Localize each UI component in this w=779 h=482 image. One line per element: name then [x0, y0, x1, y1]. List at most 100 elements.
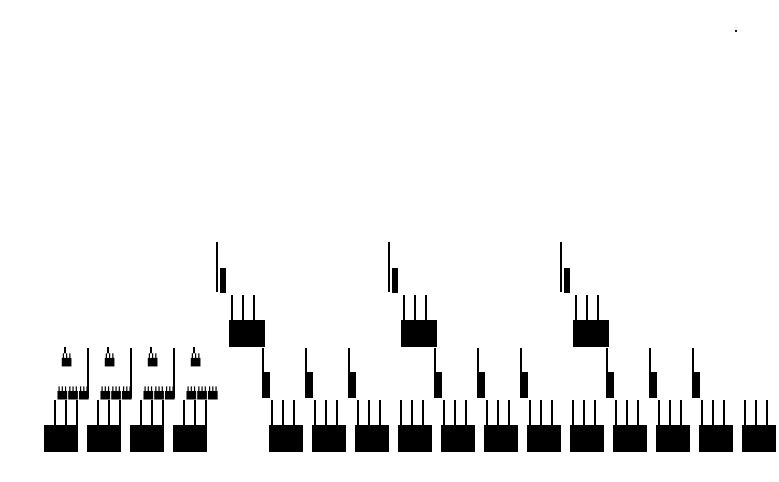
branch-spike: [692, 348, 694, 398]
leaf-spike: [104, 386, 106, 393]
branch-spike: [282, 400, 284, 425]
branch-spike: [560, 242, 562, 292]
leaf-spike: [64, 386, 67, 393]
leaf-spike: [61, 386, 63, 393]
leaf-block: [699, 425, 733, 452]
branch-spike: [712, 400, 714, 425]
leaf-spike: [148, 353, 150, 360]
branch-spike: [305, 348, 307, 398]
leaf-block: [78, 390, 89, 400]
branch-spike: [336, 400, 338, 425]
branch-spike: [231, 295, 233, 320]
leaf-spike: [112, 386, 114, 393]
branch-spike: [615, 400, 617, 425]
leaf-block: [651, 372, 657, 398]
fractal-marks: [44, 242, 776, 452]
leaf-spike: [126, 386, 128, 393]
leaf-block: [522, 372, 528, 398]
branch-spike: [348, 348, 350, 398]
branch-spike: [400, 400, 402, 425]
branch-spike: [583, 400, 585, 425]
leaf-block: [143, 390, 154, 400]
branch-spike: [140, 400, 142, 425]
leaf-spike: [144, 386, 146, 393]
leaf-spike: [122, 386, 125, 393]
leaf-spike: [201, 386, 203, 393]
leaf-spike: [187, 386, 189, 393]
branch-spike: [465, 400, 467, 425]
branch-spike: [357, 400, 359, 425]
leaf-spike: [169, 386, 171, 393]
branch-spike: [97, 400, 99, 425]
branch-spike: [150, 347, 152, 354]
branch-spike: [755, 400, 757, 425]
branch-spike: [162, 400, 164, 425]
branch-spike: [658, 400, 660, 425]
leaf-spike: [155, 353, 157, 360]
leaf-spike: [198, 353, 200, 360]
branch-spike: [271, 400, 273, 425]
leaf-block: [484, 425, 518, 452]
leaf-block: [436, 372, 442, 398]
leaf-block: [269, 425, 303, 452]
leaf-block: [220, 268, 226, 293]
branch-spike: [434, 348, 436, 398]
branch-spike: [597, 295, 599, 320]
branch-spike: [403, 295, 405, 320]
branch-spike: [205, 400, 207, 425]
leaf-spike: [212, 386, 214, 393]
leaf-block: [264, 372, 270, 398]
branch-spike: [529, 400, 531, 425]
leaf-block: [350, 372, 356, 398]
branch-spike: [551, 400, 553, 425]
leaf-spike: [72, 386, 74, 393]
leaf-block: [164, 390, 175, 400]
leaf-block: [207, 390, 218, 400]
branch-spike: [766, 400, 768, 425]
leaf-block: [694, 372, 700, 398]
branch-spike: [262, 348, 264, 398]
leaf-spike: [115, 386, 117, 393]
leaf-block: [186, 390, 197, 400]
branch-spike: [520, 348, 522, 398]
leaf-block: [742, 425, 776, 452]
branch-spike: [183, 400, 185, 425]
leaf-spike: [79, 386, 82, 393]
leaf-block: [398, 425, 432, 452]
branch-spike: [414, 295, 416, 320]
leaf-spike: [208, 386, 211, 393]
leaf-block: [355, 425, 389, 452]
leaf-block: [479, 372, 485, 398]
leaf-block: [130, 425, 164, 452]
branch-spike: [454, 400, 456, 425]
branch-spike: [151, 400, 153, 425]
branch-spike: [216, 242, 218, 292]
branch-spike: [443, 400, 445, 425]
branch-spike: [107, 347, 109, 354]
leaf-block: [111, 390, 121, 400]
leaf-block: [104, 357, 115, 367]
leaf-block: [121, 390, 132, 400]
branch-spike: [572, 400, 574, 425]
branch-spike: [723, 400, 725, 425]
leaf-spike: [66, 353, 68, 360]
branch-spike: [54, 400, 56, 425]
branch-spike: [368, 400, 370, 425]
branch-spike: [744, 400, 746, 425]
leaf-spike: [112, 353, 114, 360]
leaf-block: [564, 268, 570, 293]
branch-spike: [193, 347, 195, 354]
leaf-spike: [190, 386, 192, 393]
leaf-spike: [204, 386, 206, 393]
leaf-spike: [58, 386, 60, 393]
leaf-block: [575, 320, 609, 347]
leaf-block: [441, 425, 475, 452]
leaf-spike: [69, 386, 71, 393]
branch-spike: [379, 400, 381, 425]
leaf-block: [656, 425, 690, 452]
leaf-block: [68, 390, 78, 400]
leaf-block: [608, 372, 614, 398]
branch-spike: [649, 348, 651, 398]
